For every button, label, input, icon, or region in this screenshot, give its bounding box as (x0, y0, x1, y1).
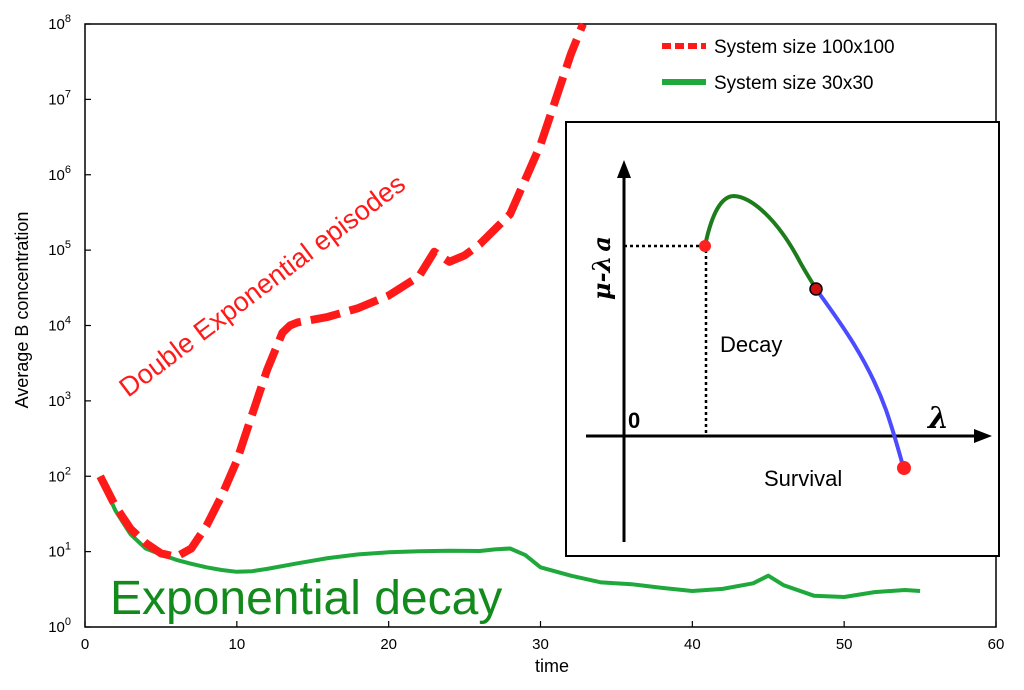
inset-x-axis-label: λ (926, 401, 949, 436)
inset-decay-label: Decay (720, 332, 782, 357)
x-tick-label: 40 (684, 636, 701, 653)
y-tick-label: 101 (48, 541, 71, 561)
x-tick-label: 10 (228, 636, 245, 653)
y-tick-label: 105 (48, 239, 71, 259)
inset-y-arrow (617, 160, 631, 178)
svg-text:μ-λa: μ-λa (587, 236, 616, 300)
x-axis-ticks: 0 10 20 30 40 50 60 (81, 621, 1005, 653)
inset-curve-blue (814, 287, 905, 467)
x-tick-label: 20 (380, 636, 397, 653)
inset-point-start (699, 240, 711, 252)
inset-origin-label: 0 (628, 408, 640, 433)
series-line-30x30 (98, 475, 921, 599)
y-tick-label: 106 (48, 164, 71, 184)
y-tick-label: 104 (48, 315, 71, 335)
inset-y-label-mu: μ- (587, 272, 616, 300)
x-tick-label: 60 (988, 636, 1005, 653)
annotation-exponential-decay: Exponential decay (110, 572, 502, 625)
y-tick-label: 108 (48, 13, 71, 33)
inset-frame (565, 121, 1000, 557)
y-axis-ticks: 100 101 102 103 104 105 106 107 108 (48, 13, 91, 636)
legend-label-100x100: System size 100x100 (714, 37, 895, 58)
y-axis-label: Average B concentration (12, 212, 32, 409)
inset-diagram: μ-λa λ 0 Decay Survival (565, 121, 1000, 557)
annotation-double-exponential: Double Exponential episodes (114, 168, 411, 402)
inset-survival-label: Survival (764, 466, 842, 491)
inset-y-axis-label: μ-λa (587, 236, 616, 300)
x-tick-label: 30 (532, 636, 549, 653)
inset-x-arrow (974, 429, 992, 443)
inset-y-label-lambda: λ (587, 256, 616, 274)
x-axis-label: time (535, 656, 569, 676)
inset-point-end (897, 461, 911, 475)
series-layer (96, 22, 921, 599)
legend-label-30x30: System size 30x30 (714, 73, 873, 94)
series-line-100x100 (96, 22, 587, 561)
x-tick-label: 50 (836, 636, 853, 653)
inset-point-transition (809, 282, 823, 296)
x-tick-label: 0 (81, 636, 89, 653)
y-tick-label: 102 (48, 465, 71, 485)
legend: System size 100x100 System size 30x30 (662, 37, 895, 94)
y-tick-label: 103 (48, 390, 71, 410)
y-tick-label: 100 (48, 616, 71, 636)
y-tick-label: 107 (48, 88, 71, 108)
inset-curve-green (703, 193, 818, 290)
inset-y-label-a: a (587, 236, 616, 252)
